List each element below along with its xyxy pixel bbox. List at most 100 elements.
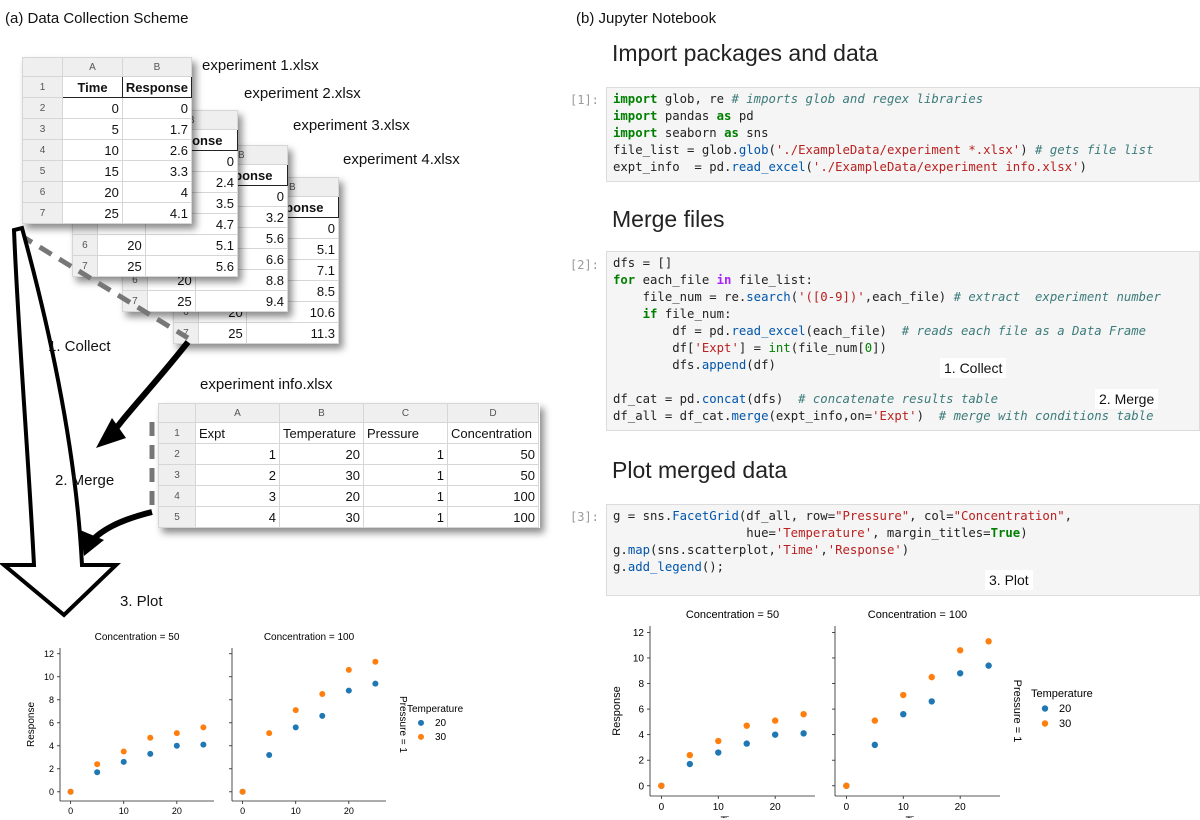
facet-title: Concentration = 100: [264, 632, 355, 643]
x-tick-label: 10: [713, 802, 725, 813]
panel-b-title: (b) Jupyter Notebook: [576, 10, 717, 27]
callout-merge: 2. Merge: [1095, 389, 1159, 409]
y-tick-label: 12: [633, 628, 645, 639]
point-temp-20: [147, 750, 154, 757]
y-tick-label: 6: [638, 705, 644, 716]
y-tick-label: 4: [638, 730, 644, 741]
facet-title: Concentration = 50: [95, 632, 180, 643]
point-temp-20: [928, 698, 935, 705]
point-temp-20: [173, 742, 180, 749]
point-temp-30: [345, 666, 352, 673]
legend-marker-20: [1041, 705, 1049, 712]
legend-item-20: 20: [435, 718, 447, 729]
x-tick-label: 0: [68, 806, 73, 816]
y-axis-label: Response: [611, 686, 623, 736]
point-temp-30: [173, 730, 180, 737]
point-temp-30: [900, 691, 907, 699]
point-temp-20: [800, 730, 807, 737]
y-tick-label: 0: [638, 781, 644, 792]
experiment-1-filename: experiment 1.xlsx: [202, 57, 319, 74]
point-temp-30: [928, 673, 935, 681]
point-temp-30: [800, 710, 807, 718]
step-collect-label: 1. Collect: [48, 338, 111, 355]
point-temp-20: [985, 662, 992, 669]
y-tick-label: 12: [44, 649, 54, 659]
legend-item-30: 30: [1059, 718, 1071, 730]
collect-dashed-line: [18, 232, 190, 341]
legend-title: Temperature: [1031, 688, 1093, 700]
point-temp-30: [771, 717, 779, 724]
y-tick-label: 8: [638, 679, 644, 690]
point-temp-20: [686, 760, 694, 768]
x-tick-label: 0: [240, 806, 245, 816]
point-temp-20: [120, 758, 127, 765]
plot-big-arrow: [0, 225, 121, 618]
legend-item-30: 30: [435, 732, 447, 743]
x-tick-label: 10: [119, 806, 129, 816]
legend-title: Temperature: [407, 704, 464, 715]
point-temp-30: [743, 722, 750, 729]
y-tick-label: 10: [44, 672, 54, 682]
point-temp-30: [120, 748, 127, 755]
y-tick-label: 10: [633, 653, 645, 664]
experiment-4-filename: experiment 4.xlsx: [343, 151, 460, 168]
code-cell-3[interactable]: g = sns.FacetGrid(df_all, row="Pressure"…: [606, 504, 1200, 596]
prompt-3: [3]:: [570, 510, 599, 524]
point-temp-30: [843, 782, 850, 789]
facet-title: Concentration = 50: [686, 609, 779, 621]
facet-title: Concentration = 100: [868, 609, 967, 621]
point-temp-30: [715, 737, 722, 745]
experiment-3-filename: experiment 3.xlsx: [293, 117, 410, 134]
point-temp-20: [372, 680, 379, 687]
point-temp-30: [686, 751, 694, 759]
y-tick-label: 2: [49, 764, 54, 774]
prompt-2: [2]:: [570, 258, 599, 272]
y-tick-label: 4: [49, 741, 54, 751]
facet-plot-small: Concentration = 5001020Time024681012Resp…: [26, 632, 464, 816]
point-temp-30: [658, 782, 665, 789]
point-temp-30: [67, 788, 74, 795]
point-temp-30: [147, 734, 154, 741]
y-tick-label: 2: [638, 756, 644, 767]
y-axis-label: Response: [26, 702, 37, 747]
code-cell-1[interactable]: import glob, re # imports glob and regex…: [606, 87, 1200, 182]
point-temp-20: [871, 741, 879, 749]
point-temp-20: [900, 710, 907, 718]
x-axis-label: Time: [720, 815, 744, 818]
point-temp-20: [266, 751, 273, 758]
y-tick-label: 0: [49, 787, 54, 797]
point-temp-20: [743, 740, 750, 747]
row-margin-label: Pressure = 1: [397, 696, 408, 753]
x-tick-label: 20: [172, 806, 182, 816]
x-tick-label: 0: [844, 802, 850, 813]
x-tick-label: 20: [955, 802, 967, 813]
point-temp-30: [871, 717, 879, 724]
callout-collect: 1. Collect: [940, 358, 1007, 378]
x-tick-label: 20: [770, 802, 782, 813]
step-plot-label: 3. Plot: [120, 593, 163, 610]
point-temp-20: [200, 741, 207, 748]
heading-plot: Plot merged data: [612, 457, 788, 483]
legend-marker-20: [418, 719, 424, 726]
step-merge-label: 2. Merge: [55, 472, 115, 489]
flow-arrows: [0, 225, 191, 618]
point-temp-30: [94, 761, 101, 768]
x-axis-label: Time: [905, 815, 929, 818]
x-tick-label: 10: [898, 802, 910, 813]
point-temp-20: [292, 724, 299, 731]
point-temp-20: [319, 712, 326, 719]
merge-arrowhead: [80, 530, 104, 556]
legend-marker-30: [418, 733, 424, 740]
row-margin-label: Pressure = 1: [1011, 680, 1023, 743]
x-tick-label: 0: [659, 802, 665, 813]
point-temp-30: [239, 788, 246, 795]
experiment-2-filename: experiment 2.xlsx: [244, 85, 361, 102]
experiment-info-filename: experiment info.xlsx: [200, 376, 333, 393]
y-tick-label: 6: [49, 718, 54, 728]
y-tick-label: 8: [49, 695, 54, 705]
point-temp-30: [985, 638, 992, 645]
heading-merge: Merge files: [612, 206, 725, 232]
point-temp-30: [266, 730, 273, 737]
